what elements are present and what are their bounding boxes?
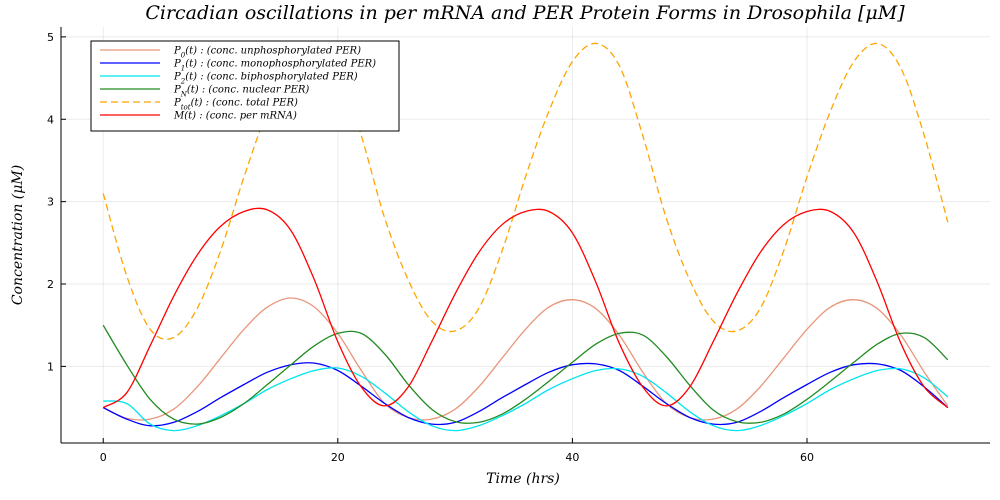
legend-items: P0(t) : (conc. unphosphorylated PER)P1(t… <box>100 46 376 122</box>
legend-label: P1(t) : (conc. monophosphorylated PER) <box>173 59 376 73</box>
axes <box>60 27 990 444</box>
x-tick-label: 0 <box>100 451 107 464</box>
legend-label: PN(t) : (conc. nuclear PER) <box>173 85 309 99</box>
x-tick-label: 40 <box>565 451 579 464</box>
x-tick-label: 60 <box>800 451 814 464</box>
y-axis-label: Concentration (μM) <box>10 165 26 305</box>
y-tick-label: 2 <box>47 278 54 291</box>
y-tick-label: 5 <box>47 31 54 44</box>
series-line-0 <box>102 297 949 421</box>
legend-label: M(t) : (conc. per mRNA) <box>173 111 297 122</box>
y-ticks: 1 2 3 4 5 <box>47 31 66 373</box>
grid <box>61 27 990 443</box>
legend-label: P0(t) : (conc. unphosphorylated PER) <box>173 46 361 60</box>
series-layer <box>102 40 949 432</box>
series-line-5 <box>102 207 949 409</box>
series-line-3 <box>102 324 949 425</box>
x-ticks: 0 20 40 60 <box>100 438 814 464</box>
y-tick-label: 4 <box>47 113 54 126</box>
y-tick-label: 1 <box>47 360 54 373</box>
x-axis-label: Time (hrs) <box>486 471 560 487</box>
legend-label: P2(t) : (conc. biphosphorylated PER) <box>173 72 358 86</box>
legend-label: Ptot(t) : (conc. total PER) <box>173 98 298 112</box>
legend: P0(t) : (conc. unphosphorylated PER)P1(t… <box>90 40 400 132</box>
y-tick-label: 3 <box>47 196 54 209</box>
x-tick-label: 20 <box>331 451 345 464</box>
legend-box <box>90 40 400 132</box>
series-line-1 <box>102 362 949 427</box>
series-line-4 <box>102 40 949 340</box>
chart-title: Circadian oscillations in per mRNA and P… <box>145 2 905 24</box>
